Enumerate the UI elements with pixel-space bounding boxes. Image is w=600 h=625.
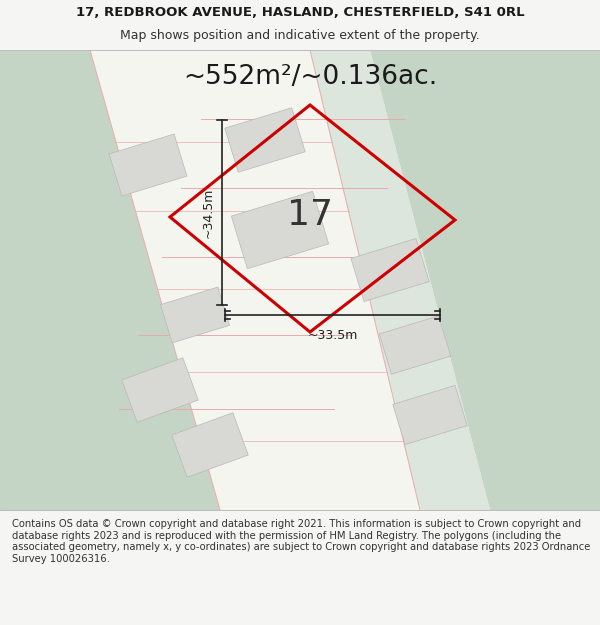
- Text: 17: 17: [287, 198, 333, 232]
- Polygon shape: [393, 386, 467, 444]
- Text: Map shows position and indicative extent of the property.: Map shows position and indicative extent…: [120, 29, 480, 42]
- Text: ~34.5m: ~34.5m: [202, 188, 215, 238]
- Polygon shape: [122, 357, 198, 422]
- Polygon shape: [232, 191, 329, 269]
- Polygon shape: [351, 239, 429, 301]
- Polygon shape: [370, 50, 600, 510]
- Text: ~552m²/~0.136ac.: ~552m²/~0.136ac.: [183, 64, 437, 90]
- Polygon shape: [310, 50, 490, 510]
- Polygon shape: [109, 134, 187, 196]
- Polygon shape: [225, 107, 305, 172]
- Text: ~33.5m: ~33.5m: [307, 329, 358, 342]
- Polygon shape: [160, 287, 230, 343]
- Polygon shape: [90, 50, 420, 510]
- Text: Contains OS data © Crown copyright and database right 2021. This information is : Contains OS data © Crown copyright and d…: [12, 519, 590, 564]
- Polygon shape: [379, 316, 451, 374]
- Polygon shape: [0, 50, 220, 510]
- Polygon shape: [172, 412, 248, 478]
- Text: 17, REDBROOK AVENUE, HASLAND, CHESTERFIELD, S41 0RL: 17, REDBROOK AVENUE, HASLAND, CHESTERFIE…: [76, 6, 524, 19]
